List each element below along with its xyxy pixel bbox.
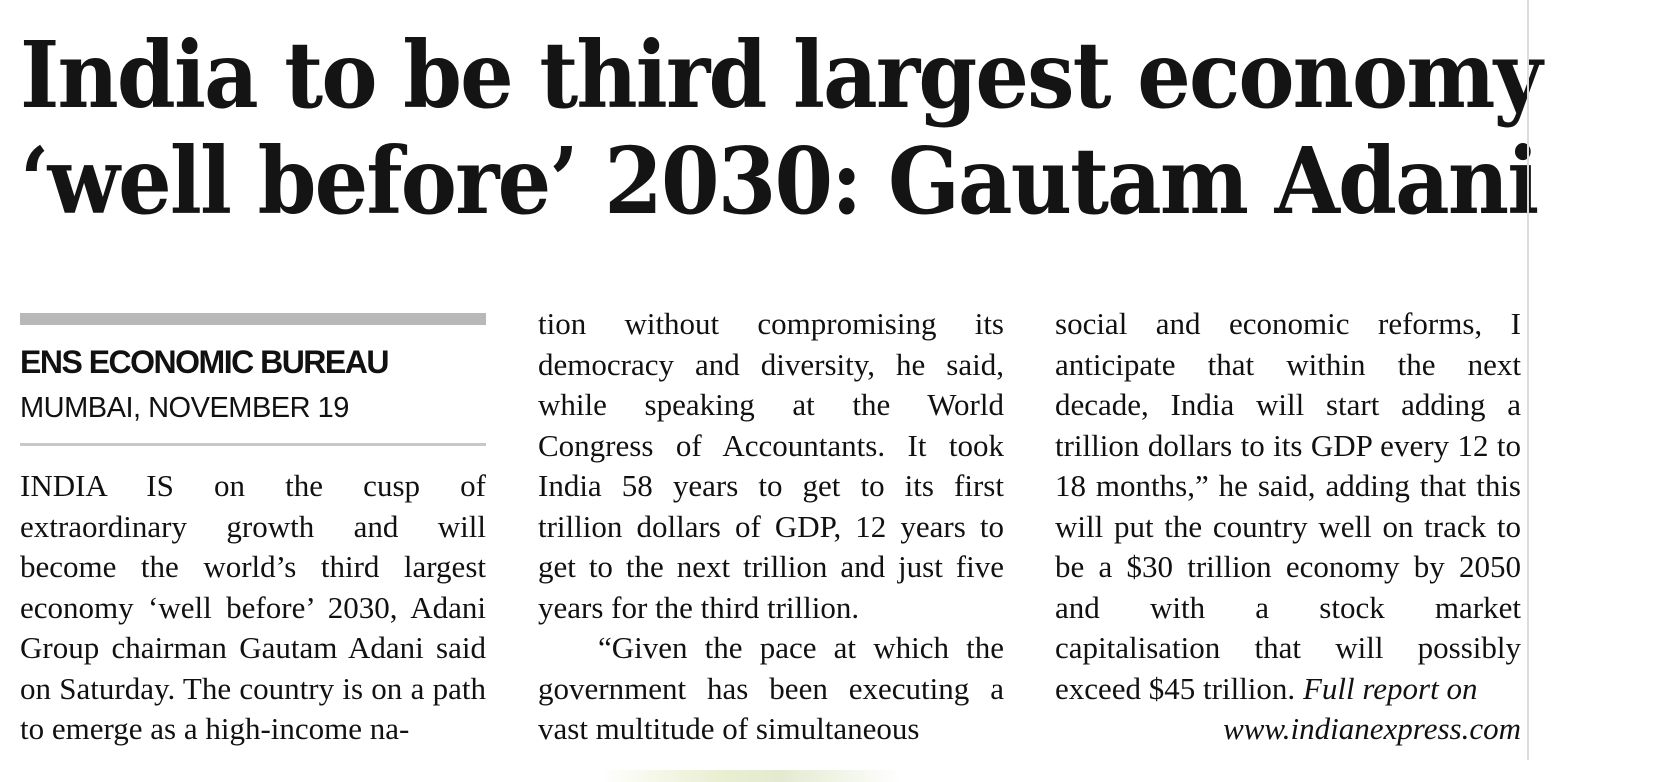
full-report-credit: Full report on [1302, 670, 1478, 706]
news-article: India to be third largest economy ‘well … [20, 0, 1543, 760]
body-column-3: social and economic reforms, I anticipat… [1055, 304, 1521, 750]
paragraph-col1: INDIA IS on the cusp of extraordinary gr… [20, 468, 486, 746]
page-edge-divider [1527, 0, 1529, 760]
paragraph-col2-1: tion without compromising its democracy … [538, 306, 1004, 625]
byline-top-rule [20, 313, 486, 325]
headline: India to be third largest economy ‘well … [20, 22, 1543, 234]
paragraph-col2-2: “Given the pace at which the government … [538, 630, 1004, 746]
paragraph-col3-text: social and economic reforms, I anticipat… [1055, 306, 1521, 706]
website-link[interactable]: www.indianexpress.com [1223, 711, 1521, 746]
body-column-2: tion without compromising its democracy … [538, 304, 1004, 750]
body-column-1: INDIA IS on the cusp of extraordinary gr… [20, 466, 486, 750]
byline-author: ENS ECONOMIC BUREAU [20, 344, 389, 380]
next-article-edge [600, 770, 900, 782]
paragraph-col3: social and economic reforms, I anticipat… [1055, 304, 1521, 709]
dateline: MUMBAI, NOVEMBER 19 [20, 392, 349, 424]
headline-line-2: ‘well before’ 2030: Gautam Adani [20, 127, 1539, 235]
headline-line-1: India to be third largest economy [20, 21, 1543, 129]
byline-bottom-rule [20, 443, 486, 446]
